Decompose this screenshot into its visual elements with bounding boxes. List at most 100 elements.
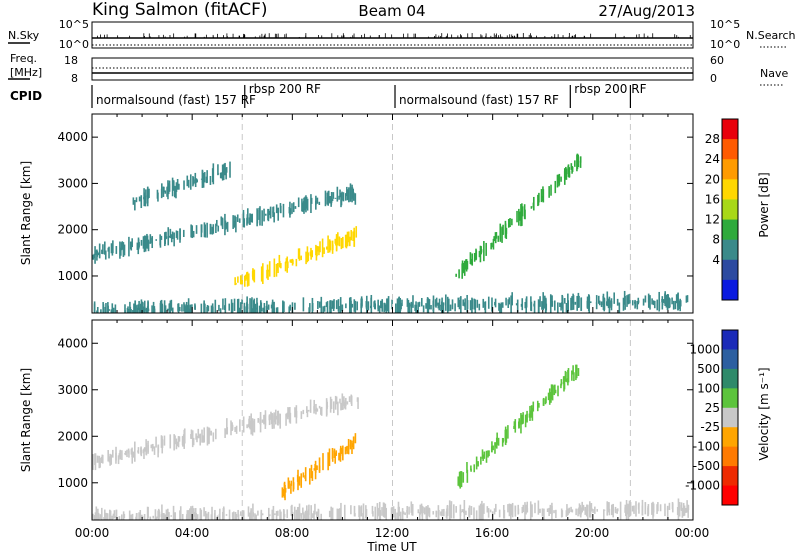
- data-cell: [455, 273, 457, 277]
- data-cell: [344, 399, 347, 410]
- colorbar-segment: [722, 349, 738, 370]
- data-cell: [572, 295, 575, 310]
- data-cell: [336, 508, 339, 520]
- data-cell: [525, 504, 527, 515]
- data-cell: [155, 516, 158, 520]
- data-cell: [514, 505, 517, 512]
- data-cell: [603, 509, 605, 520]
- data-cell: [446, 296, 449, 313]
- data-cell: [324, 190, 327, 207]
- data-cell: [284, 261, 287, 272]
- y-tick-label: 4000: [57, 336, 88, 350]
- data-cell: [356, 301, 359, 311]
- data-cell: [644, 295, 647, 303]
- data-cell: [268, 210, 271, 216]
- data-cell: [255, 514, 257, 520]
- data-cell: [619, 501, 622, 520]
- data-cell: [154, 509, 157, 520]
- data-cell: [440, 304, 442, 311]
- data-cell: [165, 231, 167, 240]
- data-cell: [641, 499, 644, 516]
- nave-tick-bottom: 0: [710, 72, 717, 85]
- data-cell: [331, 300, 334, 309]
- data-cell: [218, 513, 221, 519]
- data-cell: [537, 500, 540, 515]
- data-cell: [265, 305, 268, 313]
- data-cell: [305, 511, 307, 520]
- data-cell: [337, 232, 339, 246]
- data-cell: [212, 163, 215, 185]
- data-cell: [631, 300, 634, 306]
- data-cell: [131, 513, 134, 520]
- data-cell: [410, 301, 413, 313]
- colorbar-segment: [722, 219, 738, 241]
- data-cell: [248, 418, 250, 428]
- data-cell: [354, 433, 357, 444]
- data-cell: [461, 509, 464, 513]
- colorbar-segment: [722, 446, 738, 467]
- data-cell: [258, 305, 261, 313]
- data-cell: [234, 511, 237, 520]
- data-cell: [427, 298, 430, 310]
- data-cell: [315, 195, 317, 206]
- data-cell: [318, 201, 321, 205]
- data-cell: [289, 208, 291, 218]
- data-cell: [280, 511, 282, 520]
- data-cell: [219, 308, 222, 313]
- data-cell: [183, 428, 186, 444]
- data-cell: [257, 510, 259, 516]
- data-cell: [656, 504, 658, 514]
- data-cell: [327, 452, 329, 471]
- data-cell: [343, 504, 346, 520]
- data-cell: [383, 502, 385, 517]
- data-cell: [115, 509, 118, 520]
- data-cell: [157, 192, 159, 202]
- data-cell: [346, 186, 348, 197]
- data-cell: [383, 302, 385, 313]
- data-cell: [250, 508, 252, 520]
- data-cell: [491, 297, 493, 312]
- data-cell: [329, 396, 332, 413]
- data-cell: [283, 481, 286, 496]
- data-cell: [348, 297, 351, 313]
- data-cell: [386, 298, 389, 312]
- data-cell: [592, 509, 594, 513]
- data-cell: [507, 425, 509, 439]
- data-cell: [283, 301, 285, 312]
- data-cell: [469, 300, 472, 311]
- data-cell: [597, 295, 600, 304]
- data-cell: [215, 219, 218, 227]
- data-cell: [344, 234, 347, 248]
- data-cell: [192, 437, 195, 446]
- data-cell: [482, 504, 484, 520]
- data-cell: [683, 505, 686, 516]
- y-tick-label: 1000: [57, 476, 88, 490]
- data-cell: [350, 230, 353, 241]
- data-cell: [351, 187, 354, 197]
- data-cell: [300, 473, 303, 488]
- x-tick-label: 12:00: [375, 526, 410, 540]
- data-cell: [134, 300, 136, 313]
- data-cell: [178, 306, 181, 312]
- data-cell: [143, 447, 146, 452]
- data-cell: [635, 501, 637, 517]
- data-cell: [225, 167, 228, 173]
- nave-label: Nave: [760, 67, 788, 80]
- data-cell: [314, 503, 316, 515]
- data-cell: [152, 443, 154, 449]
- data-cell: [350, 505, 352, 515]
- data-cell: [376, 503, 379, 519]
- data-cell: [314, 460, 317, 480]
- power-ylabel: Slant Range [km]: [19, 161, 33, 265]
- data-cell: [335, 241, 337, 246]
- data-cell: [286, 509, 289, 519]
- data-cell: [342, 192, 345, 202]
- data-cell: [260, 302, 263, 310]
- data-cell: [147, 300, 149, 311]
- colorbar-tick-label: 12: [705, 213, 720, 227]
- data-cell: [522, 412, 524, 424]
- data-cell: [343, 396, 345, 406]
- colorbar-segment: [722, 466, 738, 487]
- colorbar-segment: [722, 179, 738, 200]
- data-cell: [253, 269, 256, 283]
